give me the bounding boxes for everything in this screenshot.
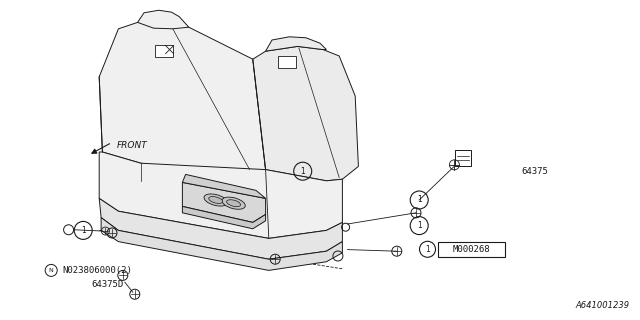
Polygon shape [101, 218, 342, 270]
Text: 1: 1 [425, 245, 430, 254]
Ellipse shape [209, 196, 223, 204]
Ellipse shape [227, 200, 241, 207]
Text: 64375: 64375 [522, 167, 548, 176]
Polygon shape [99, 21, 266, 181]
Polygon shape [266, 37, 326, 51]
Text: M000268: M000268 [452, 245, 490, 254]
Polygon shape [182, 182, 266, 222]
Ellipse shape [204, 194, 227, 206]
Polygon shape [99, 198, 342, 259]
Text: N023806000(2): N023806000(2) [63, 266, 132, 275]
Text: 1: 1 [300, 167, 305, 176]
Polygon shape [182, 206, 266, 229]
FancyBboxPatch shape [278, 56, 296, 68]
Ellipse shape [222, 197, 245, 209]
Polygon shape [455, 150, 471, 166]
Text: 1: 1 [81, 226, 86, 235]
Text: 64375D: 64375D [92, 280, 124, 289]
Text: 1: 1 [417, 196, 422, 204]
Polygon shape [253, 46, 358, 181]
Polygon shape [99, 152, 342, 238]
Polygon shape [182, 174, 266, 198]
FancyBboxPatch shape [155, 44, 173, 57]
Text: FRONT: FRONT [116, 141, 147, 150]
Text: 1: 1 [417, 221, 422, 230]
Text: N: N [49, 268, 54, 273]
FancyBboxPatch shape [438, 242, 505, 257]
Polygon shape [138, 10, 189, 29]
Text: A641001239: A641001239 [576, 301, 630, 310]
